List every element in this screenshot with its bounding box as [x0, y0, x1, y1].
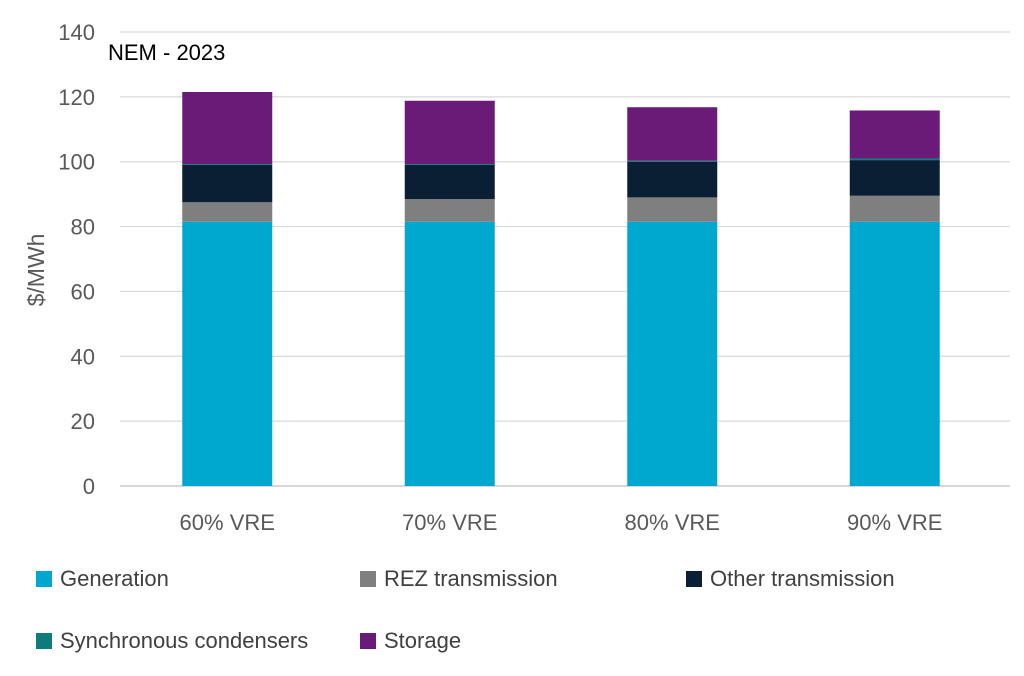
bar-segment — [627, 161, 718, 198]
bar-segment — [404, 221, 495, 486]
bar-segment — [404, 163, 495, 165]
y-axis-label: $/MWh — [23, 234, 49, 307]
y-axis-ticks: 0 20 40 60 80 100 120 140 — [58, 20, 95, 499]
y-tick-label: 100 — [58, 150, 95, 175]
bar-segment — [182, 164, 273, 203]
bar-segment — [627, 221, 718, 486]
y-tick-label: 80 — [71, 215, 95, 240]
chart-title: NEM - 2023 — [108, 40, 225, 65]
bar-segment — [182, 221, 273, 486]
bar-segment — [627, 197, 718, 222]
bar-segment — [849, 221, 940, 486]
bar-segment — [182, 91, 273, 164]
y-tick-label: 40 — [71, 344, 95, 369]
bar-segment — [627, 160, 718, 162]
y-tick-label: 20 — [71, 409, 95, 434]
y-tick-label: 60 — [71, 279, 95, 304]
bar-segment — [182, 202, 273, 222]
x-axis-ticks: 60% VRE 70% VRE 80% VRE 90% VRE — [180, 510, 943, 535]
bar-segment — [404, 164, 495, 200]
bar-segment — [849, 110, 940, 159]
bar-segment — [404, 199, 495, 222]
x-tick-label: 70% VRE — [402, 510, 497, 535]
y-tick-label: 120 — [58, 85, 95, 110]
x-tick-label: 90% VRE — [847, 510, 942, 535]
x-tick-label: 60% VRE — [180, 510, 275, 535]
bar-segment — [182, 163, 273, 165]
bar-segment — [849, 158, 940, 161]
bar-segment — [404, 100, 495, 164]
bars — [182, 91, 940, 486]
bar-segment — [849, 195, 940, 222]
bar-segment — [849, 160, 940, 196]
x-tick-label: 80% VRE — [625, 510, 720, 535]
bar-segment — [627, 107, 718, 161]
y-tick-label: 0 — [83, 474, 95, 499]
y-tick-label: 140 — [58, 20, 95, 45]
